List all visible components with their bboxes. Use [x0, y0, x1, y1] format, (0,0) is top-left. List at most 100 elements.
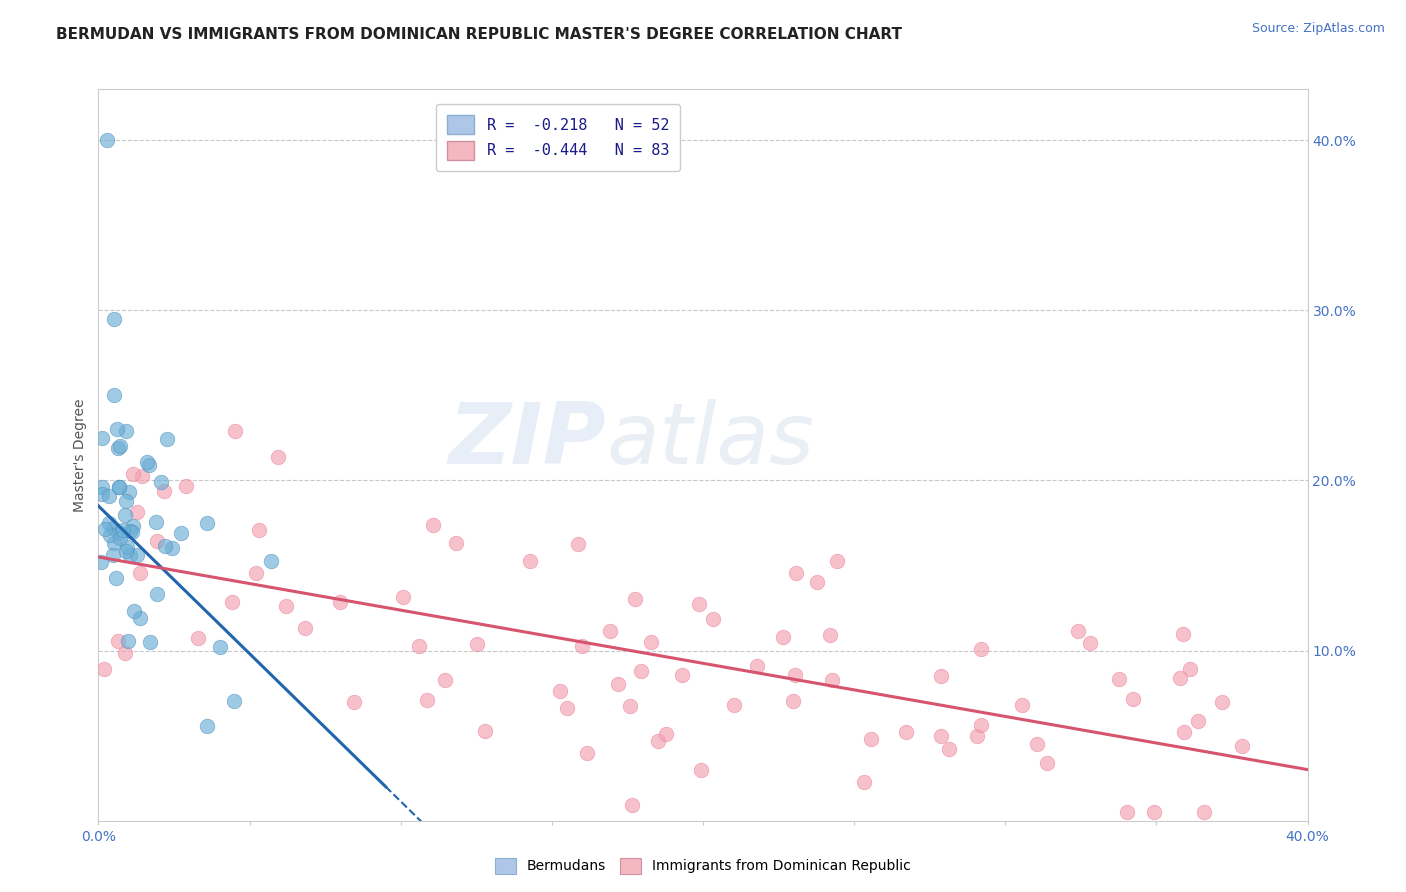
Point [567, 536, 589, 550]
Point [408, 639, 430, 653]
Point [621, 798, 644, 813]
Point [124, 604, 146, 618]
Point [274, 599, 297, 613]
Point [118, 524, 141, 538]
Point [247, 523, 270, 537]
Point [1180, 662, 1202, 676]
Point [859, 731, 882, 746]
Point [655, 727, 678, 741]
Point [127, 504, 149, 518]
Point [90, 555, 112, 569]
Point [91, 480, 114, 494]
Point [294, 621, 316, 635]
Point [415, 693, 437, 707]
Point [208, 640, 231, 655]
Point [576, 747, 599, 761]
Point [136, 455, 159, 469]
Point [105, 422, 128, 436]
Point [98, 516, 121, 530]
Point [623, 591, 645, 606]
Point [519, 554, 541, 568]
Point [224, 694, 246, 708]
Point [156, 432, 179, 446]
Point [103, 536, 125, 550]
Point [145, 534, 167, 549]
Point [806, 575, 828, 590]
Point [117, 633, 139, 648]
Point [1211, 695, 1233, 709]
Point [94, 522, 117, 536]
Point [1143, 805, 1166, 819]
Point [187, 631, 209, 645]
Point [128, 566, 150, 580]
Point [785, 566, 807, 581]
Point [896, 724, 918, 739]
Point [446, 536, 468, 550]
Point [114, 543, 136, 558]
Point [98, 528, 121, 542]
Text: atlas: atlas [606, 399, 814, 482]
Point [195, 516, 218, 530]
Point [392, 591, 415, 605]
Point [630, 665, 652, 679]
Point [153, 539, 176, 553]
Point [108, 531, 131, 545]
Point [647, 733, 669, 747]
Point [1011, 698, 1033, 713]
Point [245, 566, 267, 580]
Point [129, 610, 152, 624]
Text: Source: ZipAtlas.com: Source: ZipAtlas.com [1251, 22, 1385, 36]
Point [690, 763, 713, 777]
Point [145, 587, 167, 601]
Point [747, 659, 769, 673]
Point [224, 425, 246, 439]
Point [852, 775, 875, 789]
Point [96, 133, 118, 147]
Point [772, 630, 794, 644]
Point [107, 441, 129, 455]
Point [821, 673, 844, 688]
Point [599, 624, 621, 639]
Point [104, 571, 127, 585]
Point [139, 634, 162, 648]
Legend: Bermudans, Immigrants from Dominican Republic: Bermudans, Immigrants from Dominican Rep… [488, 851, 918, 880]
Point [145, 515, 167, 529]
Point [107, 633, 129, 648]
Point [1115, 805, 1137, 819]
Point [1194, 805, 1216, 819]
Point [114, 508, 136, 523]
Point [550, 684, 572, 698]
Point [619, 698, 641, 713]
Point [103, 311, 125, 326]
Point [174, 479, 197, 493]
Point [465, 637, 488, 651]
Point [122, 467, 145, 482]
Point [101, 549, 124, 563]
Point [1122, 691, 1144, 706]
Point [1025, 737, 1047, 751]
Point [1230, 739, 1253, 753]
Point [782, 694, 804, 708]
Point [702, 611, 724, 625]
Point [571, 639, 593, 653]
Point [1078, 636, 1101, 650]
Point [114, 425, 136, 439]
Point [131, 469, 153, 483]
Point [170, 526, 193, 541]
Point [153, 483, 176, 498]
Point [1187, 714, 1209, 728]
Point [111, 523, 134, 537]
Point [434, 673, 457, 687]
Point [108, 480, 131, 494]
Y-axis label: Master's Degree: Master's Degree [73, 398, 87, 512]
Point [785, 668, 807, 682]
Point [966, 729, 988, 743]
Point [93, 662, 115, 676]
Text: ZIP: ZIP [449, 399, 606, 482]
Point [221, 595, 243, 609]
Point [1067, 624, 1090, 638]
Point [329, 595, 352, 609]
Point [260, 554, 283, 568]
Point [1035, 756, 1057, 770]
Point [103, 388, 125, 402]
